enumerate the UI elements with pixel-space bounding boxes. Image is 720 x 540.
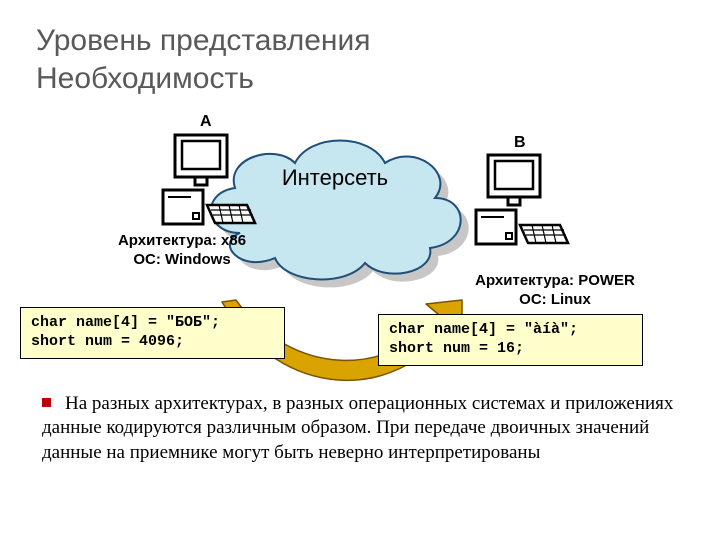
- bullet-icon: [42, 398, 51, 407]
- bullet-paragraph: На разных архитектурах, в разных операци…: [42, 392, 682, 465]
- label-a: A: [200, 113, 212, 131]
- computer-b-desc: Архитектура: POWER ОС: Linux: [440, 272, 670, 310]
- comp-a-arch: Архитектура: x86: [118, 232, 246, 249]
- comp-a-os: ОС: Windows: [133, 251, 230, 268]
- computer-a-desc: Архитектура: x86 ОС: Windows: [82, 232, 282, 270]
- bullet-text: На разных архитектурах, в разных операци…: [42, 393, 673, 463]
- comp-b-os: ОС: Linux: [519, 291, 591, 308]
- computer-b-icon: [476, 155, 568, 244]
- code-box-a: char name[4] = "БОБ"; short num = 4096;: [20, 307, 285, 359]
- label-b: B: [514, 134, 526, 152]
- comp-b-arch: Архитектура: POWER: [475, 272, 635, 289]
- cloud-label: Интерсеть: [255, 165, 415, 191]
- code-box-b: char name[4] = "àíà"; short num = 16;: [378, 314, 643, 366]
